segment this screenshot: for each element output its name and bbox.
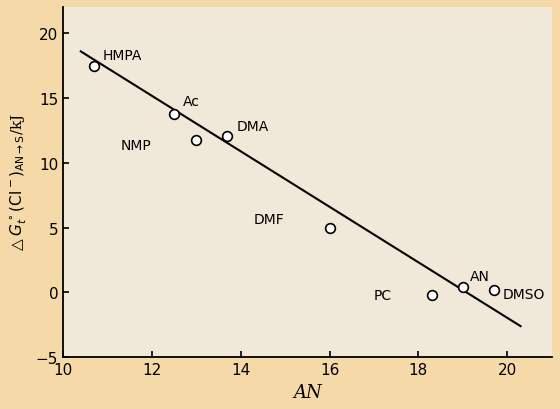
Text: Ac: Ac bbox=[183, 95, 200, 109]
Text: DMA: DMA bbox=[236, 120, 268, 134]
Text: PC: PC bbox=[374, 288, 392, 302]
Text: DMSO: DMSO bbox=[503, 287, 545, 301]
X-axis label: AN: AN bbox=[293, 383, 321, 401]
Text: NMP: NMP bbox=[121, 139, 152, 153]
Y-axis label: $\triangle G_t^\circ(\mathrm{Cl}^-)_{\mathrm{AN \rightarrow S}}$/kJ: $\triangle G_t^\circ(\mathrm{Cl}^-)_{\ma… bbox=[8, 113, 29, 253]
Text: AN: AN bbox=[469, 270, 489, 284]
Text: HMPA: HMPA bbox=[103, 49, 142, 63]
Text: DMF: DMF bbox=[254, 212, 285, 226]
